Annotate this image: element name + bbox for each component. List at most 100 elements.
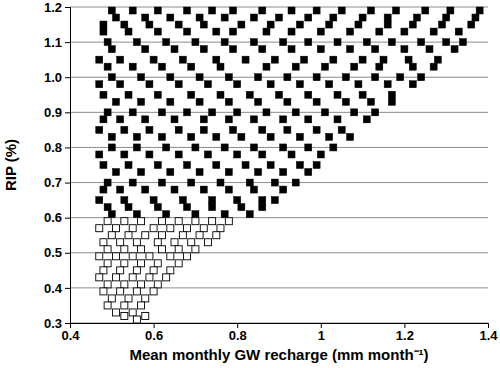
y-tick: 0.8 — [44, 140, 70, 155]
square-point — [372, 74, 379, 81]
square-point — [221, 211, 228, 218]
square-point — [238, 204, 245, 211]
square-point — [133, 133, 140, 140]
square-point — [108, 133, 115, 140]
square-point — [418, 74, 425, 81]
square-point — [363, 39, 370, 46]
y-tick: 1.2 — [44, 0, 70, 15]
square-point — [359, 56, 366, 63]
square-point — [434, 56, 441, 63]
x-axis-line — [71, 324, 489, 329]
square-point — [313, 162, 320, 169]
square-point — [259, 204, 266, 211]
open-square-point — [112, 253, 119, 260]
square-point — [326, 133, 333, 140]
square-point — [142, 116, 149, 123]
square-point — [117, 116, 124, 123]
square-point — [426, 46, 433, 53]
square-point — [209, 109, 216, 116]
square-point — [146, 126, 153, 133]
square-point — [447, 7, 454, 14]
square-point — [376, 28, 383, 35]
square-point — [221, 144, 228, 151]
open-square-point — [104, 246, 111, 253]
square-point — [238, 133, 245, 140]
square-point — [121, 197, 128, 204]
x-tick: 0.4 — [61, 323, 80, 343]
square-point — [296, 133, 303, 140]
square-point — [171, 46, 178, 53]
square-point — [422, 7, 429, 14]
square-point — [430, 63, 437, 70]
square-point — [213, 133, 220, 140]
open-square-point — [96, 253, 103, 260]
square-point — [301, 56, 308, 63]
square-point — [108, 144, 115, 151]
open-square-point — [117, 239, 124, 246]
square-point — [175, 151, 182, 158]
x-tick-label: 1 — [318, 328, 325, 343]
open-square-point — [108, 295, 115, 302]
square-point — [267, 81, 274, 88]
square-point — [317, 151, 324, 158]
y-tick: 0.6 — [44, 210, 70, 225]
open-square-point — [125, 295, 132, 302]
square-point — [188, 179, 195, 186]
x-tick-label: 0.4 — [61, 328, 80, 343]
open-square-point — [133, 239, 140, 246]
open-square-point — [158, 246, 165, 253]
series — [96, 218, 233, 323]
plot: 0.4 0.6 0.8 1 1.2 1.4 0.30.40.50.60.70.80.91.0… — [44, 0, 498, 343]
square-point — [384, 81, 391, 88]
square-point — [413, 14, 420, 21]
y-axis: 0.30.40.50.60.70.80.91.01.11.2 — [44, 0, 71, 331]
open-square-point — [133, 288, 140, 295]
square-point — [200, 116, 207, 123]
open-square-point — [167, 253, 174, 260]
square-point — [129, 63, 136, 70]
square-point — [204, 81, 211, 88]
square-point — [217, 91, 224, 98]
square-point — [439, 21, 446, 28]
square-point — [334, 39, 341, 46]
square-point — [104, 179, 111, 186]
chart: 0.4 0.6 0.8 1 1.2 1.4 0.30.40.50.60.70.80.91.0… — [0, 0, 500, 368]
square-point — [338, 126, 345, 133]
square-point — [242, 56, 249, 63]
square-point — [267, 162, 274, 169]
x-tick-label: 0.8 — [229, 328, 247, 343]
square-point — [246, 91, 253, 98]
square-point — [296, 21, 303, 28]
open-square-point — [104, 302, 111, 309]
square-point — [104, 109, 111, 116]
square-point — [163, 39, 170, 46]
square-point — [397, 74, 404, 81]
square-point — [305, 14, 312, 21]
square-point — [326, 81, 333, 88]
y-tick-mark — [65, 7, 70, 8]
square-point — [234, 151, 241, 158]
square-point — [259, 7, 266, 14]
open-square-point — [175, 246, 182, 253]
square-point — [196, 98, 203, 105]
open-square-point — [146, 253, 153, 260]
square-point — [280, 186, 287, 193]
x-tick: 1.4 — [479, 323, 498, 343]
square-point — [175, 81, 182, 88]
square-point — [263, 63, 270, 70]
open-square-point — [188, 239, 195, 246]
square-point — [221, 39, 228, 46]
square-point — [234, 197, 241, 204]
square-point — [280, 144, 287, 151]
square-point — [133, 211, 140, 218]
open-square-point — [133, 316, 140, 323]
open-square-point — [121, 246, 128, 253]
square-point — [184, 162, 191, 169]
square-point — [121, 21, 128, 28]
square-point — [192, 144, 199, 151]
open-square-point — [158, 218, 165, 225]
square-point — [363, 116, 370, 123]
open-square-point — [200, 225, 207, 232]
open-square-point — [154, 260, 161, 267]
square-point — [321, 109, 328, 116]
